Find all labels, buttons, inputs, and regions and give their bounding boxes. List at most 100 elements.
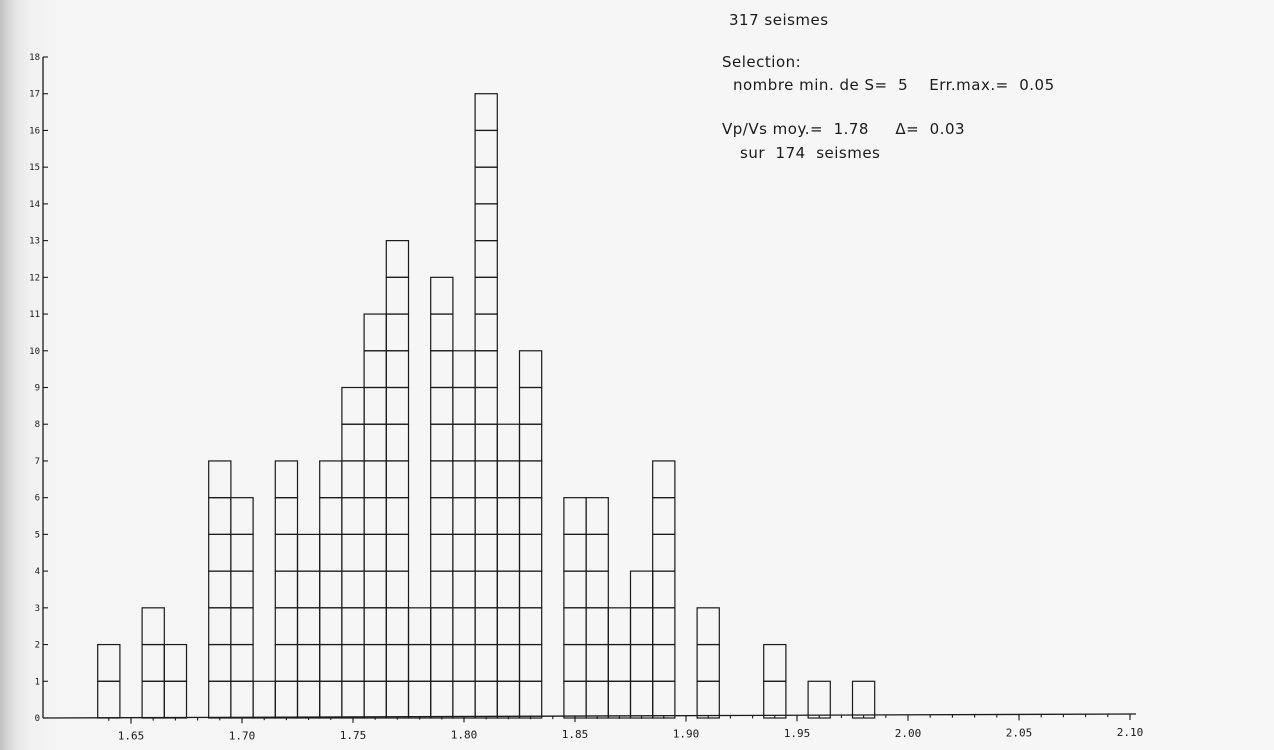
bar-cell [274, 643, 299, 682]
bar [141, 607, 165, 719]
bar-cell [585, 533, 609, 572]
bar-cell [430, 497, 454, 535]
y-tick-label: 2 [35, 641, 40, 651]
bar-cell [296, 643, 321, 682]
bar-cell [341, 423, 365, 462]
bar-cell [363, 680, 387, 719]
bar-cell [430, 313, 454, 352]
bar-cell [430, 607, 454, 646]
bar-cell [607, 680, 632, 719]
bar-cell [296, 533, 321, 572]
bar-cell [496, 680, 521, 719]
bar-cell [296, 607, 321, 646]
bar-cell [563, 570, 587, 609]
bar-cell [474, 129, 498, 168]
bar-cell [496, 423, 521, 462]
bar-cell [474, 533, 498, 572]
annotations: 317 seismes Selection: nombre min. de S=… [722, 11, 1055, 162]
y-tick-label: 0 [35, 714, 40, 724]
bar-cell [585, 497, 609, 535]
bar-cell [763, 680, 787, 719]
bar [319, 460, 343, 719]
bar-cell [363, 460, 387, 499]
bar-cell [385, 240, 410, 278]
bar [563, 497, 587, 719]
x-axis [42, 713, 1137, 719]
bar-cell [363, 423, 387, 462]
bar-cell [385, 570, 410, 609]
bar-cell [341, 643, 365, 682]
bar-cell [319, 680, 343, 719]
bar-cell [274, 460, 299, 499]
y-tick-label: 8 [35, 420, 40, 430]
bar-cell [385, 607, 410, 646]
bar-cell [341, 533, 365, 572]
bar-cell [585, 680, 609, 719]
bar-cell [652, 680, 676, 719]
bar-cell [585, 643, 609, 682]
bar-cell [407, 680, 432, 719]
bar-cell [607, 607, 632, 646]
selection-criteria: nombre min. de S= 5 Err.max.= 0.05 [733, 76, 1055, 94]
bar-cell [585, 570, 609, 609]
bar-cell [230, 680, 254, 719]
x-tick-label: 1.70 [229, 729, 256, 742]
bar-cell [496, 533, 521, 572]
y-tick-label: 12 [29, 273, 40, 283]
bar-cell [518, 533, 543, 572]
y-tick-label: 14 [29, 200, 40, 210]
bar-cell [518, 607, 543, 646]
bar-cell [652, 643, 676, 682]
bar-cell [385, 497, 410, 535]
bar-cell [163, 643, 188, 682]
bar-cell [518, 643, 543, 682]
bar [496, 423, 521, 719]
bar-cell [629, 570, 654, 609]
bar-cell [652, 497, 676, 535]
bar-cell [407, 607, 432, 646]
bar-cell [585, 607, 609, 646]
bar-cell [385, 423, 410, 462]
bar-cell [518, 350, 543, 389]
bar-cell [319, 533, 343, 572]
bar-cell [341, 460, 365, 499]
bar-cell [452, 643, 476, 682]
bar-cell [496, 460, 521, 499]
bar-cell [452, 533, 476, 572]
bar [230, 497, 254, 719]
y-tick-label: 6 [35, 494, 40, 504]
sample-count-annotation: sur 174 seismes [740, 144, 880, 162]
bar-cell [518, 423, 543, 462]
bar-cell [452, 680, 476, 719]
bar-cell [652, 570, 676, 609]
x-tick-label: 1.65 [118, 730, 145, 743]
bar-cell [452, 386, 476, 425]
bar-cell [474, 643, 498, 682]
bar-cell [563, 533, 587, 572]
bar [452, 350, 476, 719]
bar [407, 607, 432, 719]
bar-cell [652, 460, 676, 499]
y-tick-label: 16 [29, 126, 40, 136]
bar-cell [296, 570, 321, 609]
bar-cell [363, 607, 387, 646]
bar-cell [319, 497, 343, 535]
bar-cell [274, 570, 299, 609]
bar-cell [696, 643, 720, 682]
bar [252, 680, 276, 719]
bar-cell [474, 166, 498, 205]
bar-cell [430, 276, 454, 315]
bar [296, 533, 321, 719]
bar-cell [518, 460, 543, 499]
bar-cell [274, 680, 299, 719]
bar-cell [430, 533, 454, 572]
bar-cell [430, 570, 454, 609]
bar-cell [341, 570, 365, 609]
bar [274, 460, 299, 719]
bar [208, 460, 232, 719]
bar-cell [141, 607, 165, 646]
bar [652, 460, 676, 719]
bar-cell [363, 386, 387, 425]
bar-cell [430, 680, 454, 719]
